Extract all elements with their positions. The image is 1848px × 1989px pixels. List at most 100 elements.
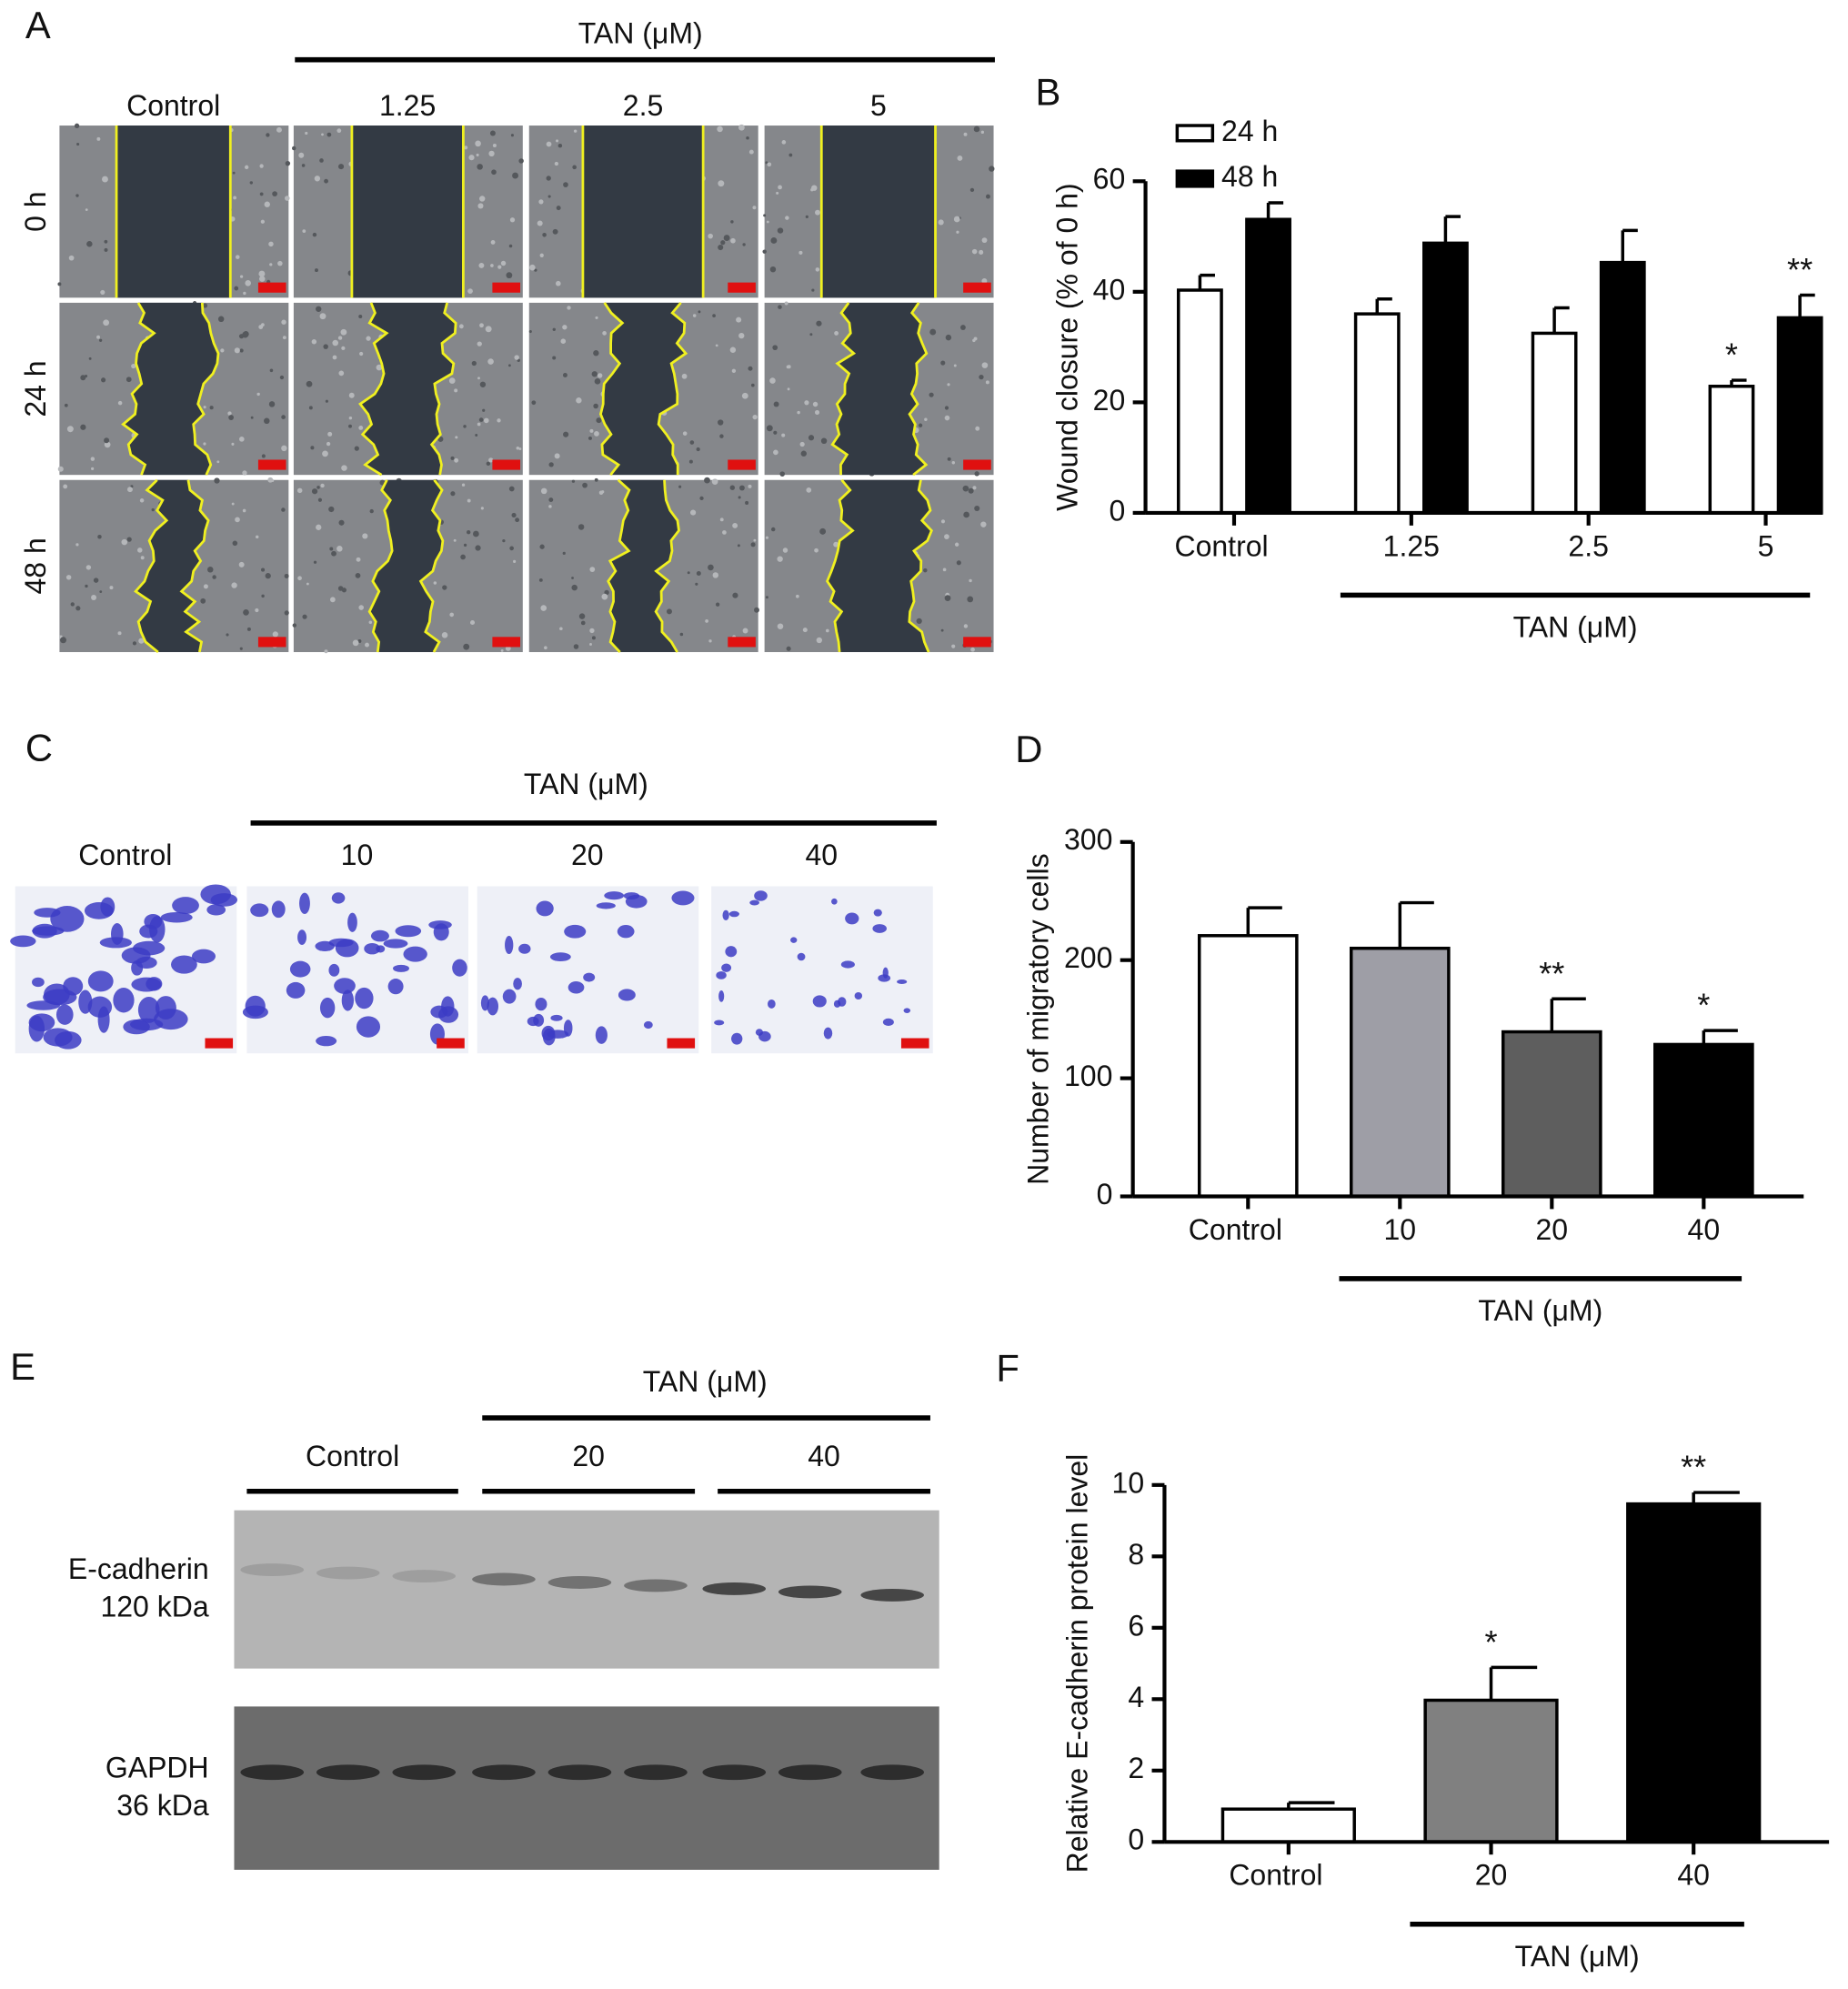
cell <box>823 1027 833 1040</box>
texture <box>348 416 353 420</box>
texture <box>718 244 724 251</box>
texture <box>556 139 559 143</box>
wound-edge <box>826 478 855 653</box>
texture <box>328 506 335 513</box>
texture <box>819 527 827 535</box>
texture <box>973 126 980 133</box>
texture <box>571 577 574 579</box>
texture <box>980 130 985 135</box>
texture <box>357 639 362 644</box>
texture <box>956 230 959 234</box>
scale-bar <box>963 282 991 293</box>
bar <box>1599 260 1646 515</box>
texture <box>773 430 778 435</box>
texture <box>313 560 317 564</box>
texture <box>788 153 793 157</box>
texture <box>104 437 110 444</box>
texture <box>478 262 485 268</box>
texture <box>770 527 776 532</box>
texture <box>960 325 966 330</box>
texture <box>510 134 514 137</box>
scale-bar <box>728 459 756 470</box>
cell <box>438 1006 459 1023</box>
texture <box>448 377 456 384</box>
bar <box>1626 1502 1762 1844</box>
texture <box>301 164 306 167</box>
band <box>624 1579 688 1592</box>
legend-label: 24 h <box>1221 115 1278 147</box>
scale-bar <box>257 459 286 470</box>
texture <box>497 418 501 423</box>
texture <box>548 462 554 467</box>
texture <box>264 201 270 207</box>
texture <box>365 642 369 648</box>
texture <box>70 602 75 607</box>
cell <box>347 912 357 932</box>
cell <box>536 900 554 917</box>
texture <box>945 334 952 341</box>
column-label: 1.25 <box>379 89 436 122</box>
band <box>624 1764 688 1781</box>
texture <box>104 247 108 252</box>
wound-gap <box>116 126 231 298</box>
texture <box>718 180 725 187</box>
texture <box>308 406 313 410</box>
texture <box>332 339 339 347</box>
cell <box>604 891 625 900</box>
texture <box>589 428 594 433</box>
texture <box>738 124 745 131</box>
cell <box>191 949 216 964</box>
texture <box>692 314 697 317</box>
micrograph <box>477 886 699 1054</box>
texture <box>200 598 206 604</box>
texture <box>719 517 724 522</box>
y-tick-label: 0 <box>1097 1178 1113 1210</box>
y-tick-label: 0 <box>1128 1823 1144 1856</box>
x-tick-label: Control <box>1189 1213 1282 1246</box>
texture <box>75 606 81 611</box>
cell <box>393 964 409 972</box>
texture <box>573 129 578 133</box>
texture <box>773 401 779 407</box>
band <box>472 1764 536 1781</box>
texture <box>506 272 513 279</box>
texture <box>940 628 944 632</box>
texture <box>589 643 592 646</box>
texture <box>589 567 596 572</box>
y-tick-label: 60 <box>1093 163 1126 196</box>
cell <box>718 990 725 1002</box>
texture <box>916 618 922 625</box>
texture <box>773 449 778 456</box>
texture <box>245 280 251 286</box>
cell <box>387 979 404 995</box>
texture <box>85 565 92 570</box>
texture <box>563 431 569 437</box>
texture <box>957 156 963 161</box>
texture <box>85 208 88 212</box>
cell <box>87 970 114 992</box>
texture <box>944 415 950 421</box>
texture <box>227 411 232 416</box>
texture <box>947 457 951 461</box>
texture <box>477 164 483 170</box>
texture <box>255 535 259 539</box>
texture <box>477 203 484 209</box>
cell <box>200 884 231 905</box>
texture <box>261 594 265 598</box>
texture <box>464 146 468 150</box>
texture <box>327 431 333 437</box>
texture <box>138 638 145 644</box>
texture <box>297 576 302 581</box>
texture <box>708 564 714 571</box>
texture <box>337 336 343 340</box>
bar <box>1349 946 1451 1199</box>
texture <box>490 239 496 245</box>
bar <box>1353 312 1401 515</box>
significance: ** <box>1681 1449 1706 1486</box>
texture <box>798 250 803 255</box>
texture <box>975 426 980 431</box>
texture <box>781 433 786 437</box>
texture <box>203 406 206 409</box>
column-label: 20 <box>571 839 604 871</box>
cell <box>838 997 847 1007</box>
